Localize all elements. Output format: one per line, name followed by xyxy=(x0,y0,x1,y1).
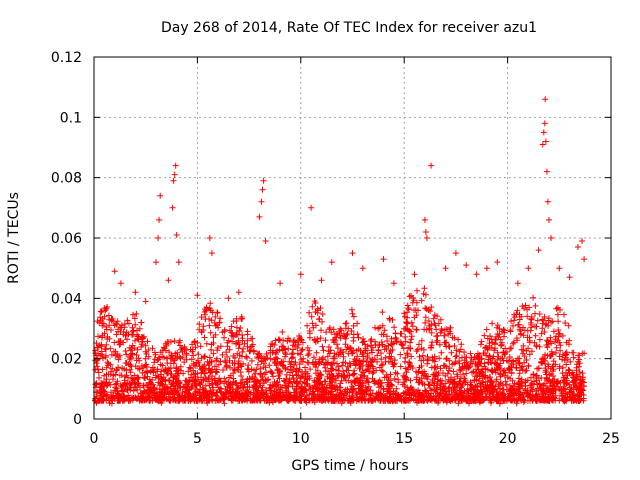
y-tick-label: 0.02 xyxy=(51,352,82,368)
x-tick-label: 5 xyxy=(193,431,202,447)
y-tick-label: 0.12 xyxy=(51,50,82,66)
y-axis-label: ROTI / TECUs xyxy=(6,192,22,284)
y-tick-label: 0.1 xyxy=(60,110,82,126)
axis-ticks: 0 5 10 15 20 25 0 0.02 0.04 0.06 0.08 0.1 0.12 xyxy=(51,50,620,447)
chart-title: Day 268 of 2014, Rate Of TEC Index for r… xyxy=(161,20,537,36)
y-tick-label: 0.04 xyxy=(51,291,82,307)
x-tick-label: 0 xyxy=(90,431,99,447)
x-tick-label: 10 xyxy=(292,431,310,447)
x-tick-label: 20 xyxy=(499,431,517,447)
y-tick-label: 0.06 xyxy=(51,231,82,247)
x-axis-label: GPS time / hours xyxy=(291,458,408,474)
y-tick-label: 0 xyxy=(73,412,82,428)
x-tick-label: 15 xyxy=(395,431,413,447)
roti-points xyxy=(92,96,588,407)
x-tick-label: 25 xyxy=(602,431,620,447)
y-tick-label: 0.08 xyxy=(51,171,82,187)
data-points xyxy=(92,96,588,407)
